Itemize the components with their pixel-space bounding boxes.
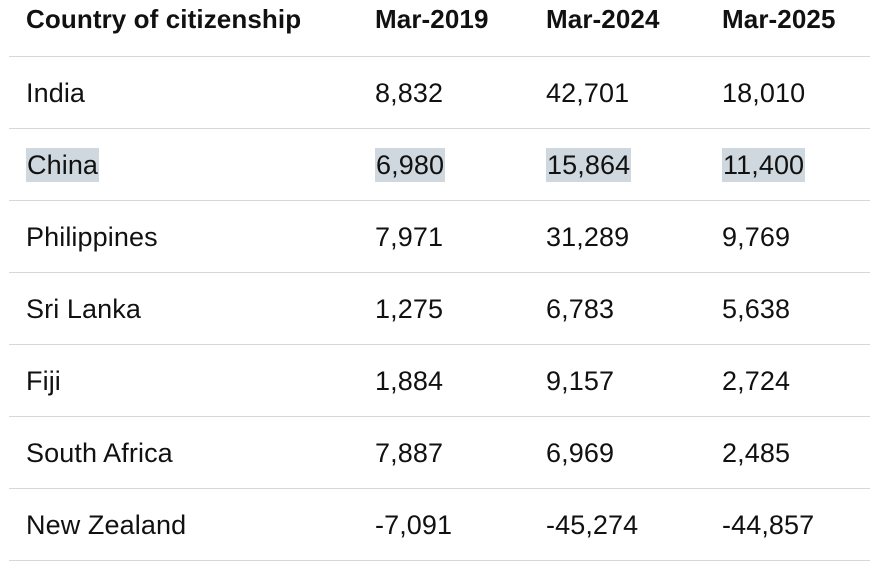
value-cell: 9,769 <box>722 221 791 252</box>
value-cell: -7,091 <box>375 509 453 540</box>
highlighted-text: 11,400 <box>722 147 806 182</box>
value-cell: 2,724 <box>722 365 791 396</box>
value-cell: 7,971 <box>375 221 444 252</box>
country-cell: South Africa <box>26 437 173 468</box>
country-cell: New Zealand <box>26 509 187 540</box>
country-cell: China <box>9 147 358 182</box>
value-cell: 11,400 <box>705 147 870 182</box>
value-cell: 18,010 <box>722 77 806 108</box>
table-row: Philippines 7,971 31,289 9,769 <box>9 201 870 273</box>
value-cell: 1,884 <box>375 365 444 396</box>
value-cell: 15,864 <box>529 147 705 182</box>
table-header-row: Country of citizenship Mar-2019 Mar-2024… <box>9 0 870 57</box>
value-cell: -45,274 <box>546 509 639 540</box>
country-cell: India <box>26 77 86 108</box>
table-row: Fiji 1,884 9,157 2,724 <box>9 345 870 417</box>
value-cell: 5,638 <box>722 293 791 324</box>
country-cell: Sri Lanka <box>26 293 141 324</box>
table-row-highlighted: China 6,980 15,864 11,400 <box>9 129 870 201</box>
table-row: South Africa 7,887 6,969 2,485 <box>9 417 870 489</box>
value-cell: 9,157 <box>546 365 615 396</box>
header-mar-2019: Mar-2019 <box>375 4 489 34</box>
value-cell: 6,783 <box>546 293 615 324</box>
value-cell: 1,275 <box>375 293 444 324</box>
value-cell: 42,701 <box>546 77 630 108</box>
value-cell: 6,980 <box>358 147 529 182</box>
header-mar-2024: Mar-2024 <box>546 4 660 34</box>
table-row: India 8,832 42,701 18,010 <box>9 57 870 129</box>
highlighted-text: 15,864 <box>546 147 632 182</box>
header-mar-2025: Mar-2025 <box>722 4 836 34</box>
table-row: New Zealand -7,091 -45,274 -44,857 <box>9 489 870 561</box>
table-row: Sri Lanka 1,275 6,783 5,638 <box>9 273 870 345</box>
value-cell: 7,887 <box>375 437 444 468</box>
country-cell: Philippines <box>26 221 158 252</box>
value-cell: 31,289 <box>546 221 630 252</box>
highlighted-text: 6,980 <box>375 147 446 182</box>
country-cell: Fiji <box>26 365 61 396</box>
highlighted-text: China <box>26 147 100 182</box>
value-cell: 8,832 <box>375 77 444 108</box>
header-country: Country of citizenship <box>26 4 302 34</box>
value-cell: -44,857 <box>722 509 815 540</box>
value-cell: 2,485 <box>722 437 791 468</box>
value-cell: 6,969 <box>546 437 615 468</box>
